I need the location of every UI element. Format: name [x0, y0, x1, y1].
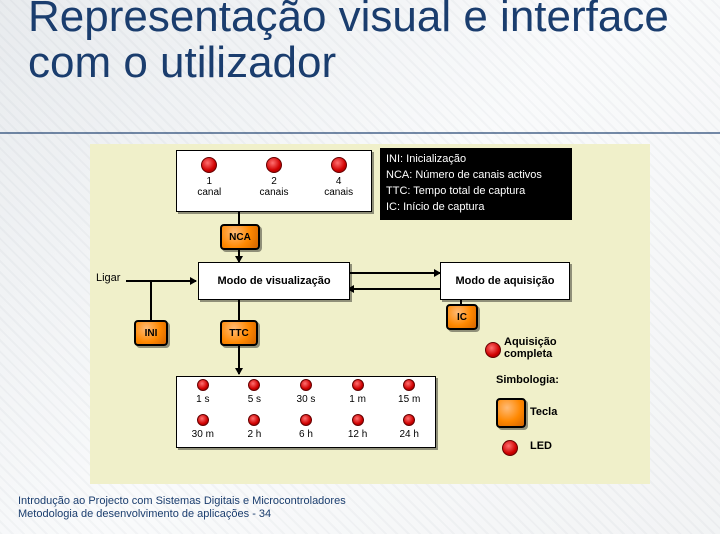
channel-2-label: canais	[260, 187, 289, 198]
ic-button[interactable]: IC	[446, 304, 478, 330]
led-icon	[300, 379, 312, 391]
legend-ic: IC: Início de captura	[386, 200, 566, 216]
time-cell: 6 h	[280, 412, 332, 447]
line-to-ini	[150, 280, 152, 320]
led-aquisicao-completa	[485, 342, 501, 358]
led-icon	[197, 414, 209, 426]
time-cell: 1 m	[332, 377, 384, 412]
led-icon	[331, 157, 347, 173]
time-cell: 2 h	[229, 412, 281, 447]
symbol-tecla-icon	[496, 398, 526, 428]
led-icon	[403, 414, 415, 426]
ligar-label: Ligar	[96, 272, 120, 284]
line-vis-ttc	[238, 298, 240, 320]
ttc-button[interactable]: TTC	[220, 320, 258, 346]
channel-4: 4canais	[306, 151, 371, 211]
led-icon	[266, 157, 282, 173]
channel-1-count: 1	[207, 176, 213, 187]
ini-label: INI	[145, 328, 158, 339]
time-cell: 5 s	[229, 377, 281, 412]
block-aquisicao: Modo de aquisição	[440, 262, 570, 300]
t-r1-c3: 30 s	[280, 394, 332, 405]
t-r2-c2: 2 h	[229, 429, 281, 440]
block-visualizacao: Modo de visualização	[198, 262, 350, 300]
led-icon	[197, 379, 209, 391]
legend-ttc: TTC: Tempo total de captura	[386, 184, 566, 200]
symbol-led-label: LED	[530, 440, 552, 452]
ini-button[interactable]: INI	[134, 320, 168, 346]
time-cell: 1 s	[177, 377, 229, 412]
t-r1-c2: 5 s	[229, 394, 281, 405]
time-cell: 15 m	[383, 377, 435, 412]
led-icon	[352, 379, 364, 391]
nca-button[interactable]: NCA	[220, 224, 260, 250]
channel-4-label: canais	[324, 187, 353, 198]
time-row-2: 30 m 2 h 6 h 12 h 24 h	[177, 412, 435, 447]
channel-2-count: 2	[271, 176, 277, 187]
legend-ini: INI: Inicialização	[386, 152, 566, 168]
ic-label: IC	[457, 312, 467, 323]
channel-4-count: 4	[336, 176, 342, 187]
t-r2-c3: 6 h	[280, 429, 332, 440]
t-r2-c4: 12 h	[332, 429, 384, 440]
legend-nca: NCA: Número de canais activos	[386, 168, 566, 184]
nca-label: NCA	[229, 232, 251, 243]
arrow-ttc-grid	[238, 342, 240, 374]
t-r1-c1: 1 s	[177, 394, 229, 405]
t-r2-c5: 24 h	[383, 429, 435, 440]
line-ch-nca	[238, 210, 240, 224]
block-aquisicao-label: Modo de aquisição	[455, 275, 554, 287]
led-icon	[352, 414, 364, 426]
led-icon	[248, 379, 260, 391]
title-underline	[0, 132, 720, 134]
led-icon	[403, 379, 415, 391]
channel-1-label: canal	[197, 187, 221, 198]
led-icon	[201, 157, 217, 173]
led-icon	[248, 414, 260, 426]
block-visualizacao-label: Modo de visualização	[217, 275, 330, 287]
slide-title: Representação visual e interface com o u…	[0, 0, 720, 86]
symbology-title: Simbologia:	[496, 374, 559, 386]
t-r1-c4: 1 m	[332, 394, 384, 405]
diagram-canvas: INI: Inicialização NCA: Número de canais…	[90, 144, 650, 484]
time-cell: 24 h	[383, 412, 435, 447]
arrow-vis-aqu	[348, 272, 440, 274]
channel-2: 2canais	[242, 151, 307, 211]
time-cell: 30 s	[280, 377, 332, 412]
channels-box: 1canal 2canais 4canais	[176, 150, 372, 212]
arrow-aqu-vis	[348, 288, 440, 290]
time-cell: 12 h	[332, 412, 384, 447]
arrow-ligar-to-vis	[126, 280, 196, 282]
legend-box: INI: Inicialização NCA: Número de canais…	[380, 148, 572, 220]
time-row-1: 1 s 5 s 30 s 1 m 15 m	[177, 377, 435, 412]
footer-line-1: Introdução ao Projecto com Sistemas Digi…	[18, 495, 346, 509]
symbol-tecla-label: Tecla	[530, 406, 557, 418]
t-r2-c1: 30 m	[177, 429, 229, 440]
symbol-led-icon	[502, 440, 518, 456]
slide-footer: Introdução ao Projecto com Sistemas Digi…	[18, 495, 346, 523]
footer-line-2: Metodologia de desenvolvimento de aplica…	[18, 508, 346, 522]
time-grid: 1 s 5 s 30 s 1 m 15 m 30 m 2 h 6 h 12 h …	[176, 376, 436, 448]
ttc-label: TTC	[229, 328, 248, 339]
aquisicao-completa-label: Aquisição completa	[504, 336, 584, 360]
channel-1: 1canal	[177, 151, 242, 211]
t-r1-c5: 15 m	[383, 394, 435, 405]
time-cell: 30 m	[177, 412, 229, 447]
led-icon	[300, 414, 312, 426]
